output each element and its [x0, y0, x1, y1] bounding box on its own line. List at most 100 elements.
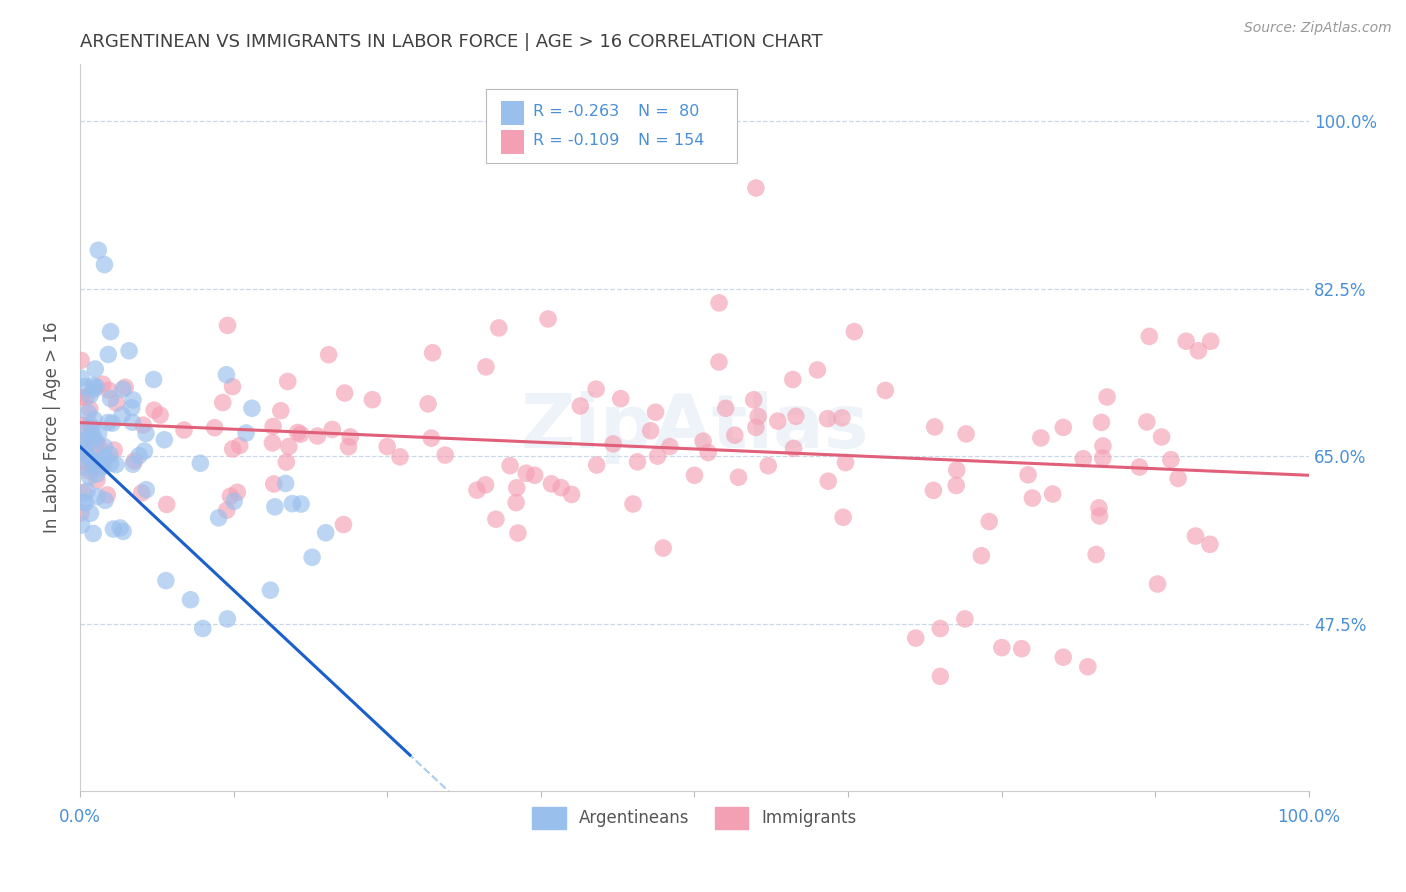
Point — [217, 612, 239, 626]
Point — [276, 455, 298, 469]
Point — [132, 418, 155, 433]
Point — [73, 446, 96, 460]
Point — [262, 419, 284, 434]
Point — [134, 444, 156, 458]
Point — [82, 378, 104, 392]
Point — [103, 522, 125, 536]
Point — [806, 363, 828, 377]
Point — [742, 392, 765, 407]
Point — [111, 408, 134, 422]
Point — [658, 440, 681, 454]
Point — [86, 467, 108, 481]
Point — [75, 460, 97, 475]
Point — [93, 457, 115, 471]
Point — [79, 452, 101, 467]
Point — [875, 384, 897, 398]
Point — [86, 473, 108, 487]
Point — [766, 414, 789, 428]
Text: 0.0%: 0.0% — [59, 808, 101, 826]
Point — [817, 411, 839, 425]
Point — [207, 511, 229, 525]
Point — [262, 436, 284, 450]
Point — [124, 454, 146, 468]
Point — [79, 506, 101, 520]
Point — [475, 359, 498, 374]
Point — [1029, 431, 1052, 445]
Point — [100, 325, 122, 339]
Point — [87, 426, 110, 441]
Point — [97, 416, 120, 430]
Point — [79, 417, 101, 432]
Point — [77, 464, 100, 478]
Point — [707, 296, 730, 310]
Text: ZipAtlas: ZipAtlas — [520, 391, 869, 464]
Point — [89, 461, 111, 475]
Point — [86, 435, 108, 450]
Point — [75, 496, 97, 510]
Point — [422, 345, 444, 359]
Point — [70, 423, 93, 437]
Point — [561, 487, 583, 501]
Point — [73, 455, 96, 469]
Point — [263, 500, 285, 514]
Point — [281, 497, 304, 511]
Point — [644, 405, 666, 419]
Point — [84, 380, 107, 394]
Point — [465, 483, 488, 497]
Point — [1021, 491, 1043, 505]
Point — [131, 486, 153, 500]
Text: N =  80: N = 80 — [638, 103, 699, 119]
Point — [96, 488, 118, 502]
Text: Source: ZipAtlas.com: Source: ZipAtlas.com — [1244, 21, 1392, 35]
Point — [339, 430, 361, 444]
Point — [228, 439, 250, 453]
FancyBboxPatch shape — [485, 89, 738, 163]
Point — [70, 506, 93, 520]
Point — [82, 452, 104, 467]
Point — [499, 458, 522, 473]
Point — [506, 481, 529, 495]
Bar — [502, 101, 523, 125]
Point — [259, 583, 281, 598]
Point — [75, 390, 97, 404]
Point — [714, 401, 737, 416]
Point — [929, 669, 952, 683]
Point — [1085, 548, 1108, 562]
Point — [87, 439, 110, 453]
Point — [834, 456, 856, 470]
Point — [215, 503, 238, 517]
Text: 100.0%: 100.0% — [1278, 808, 1340, 826]
Point — [87, 244, 110, 258]
Point — [217, 318, 239, 333]
Point — [215, 368, 238, 382]
Point — [91, 377, 114, 392]
Point — [82, 427, 104, 442]
Point — [537, 312, 560, 326]
Point — [315, 525, 337, 540]
Point — [188, 456, 211, 470]
Bar — [502, 130, 523, 154]
Point — [156, 497, 179, 511]
Point — [122, 457, 145, 471]
Point — [569, 399, 592, 413]
Point — [97, 383, 120, 397]
Point — [70, 418, 93, 433]
Point — [191, 622, 214, 636]
Point — [76, 449, 98, 463]
Point — [121, 415, 143, 429]
Point — [515, 467, 537, 481]
Point — [219, 489, 242, 503]
Point — [945, 478, 967, 492]
Y-axis label: In Labor Force | Age > 16: In Labor Force | Age > 16 — [44, 322, 60, 533]
Point — [318, 348, 340, 362]
Point — [785, 409, 807, 424]
Point — [108, 521, 131, 535]
Point — [79, 388, 101, 402]
Point — [274, 476, 297, 491]
Point — [224, 494, 246, 508]
Point — [93, 440, 115, 454]
Point — [1095, 390, 1118, 404]
Point — [955, 426, 977, 441]
Point — [745, 420, 768, 434]
Point — [277, 440, 299, 454]
